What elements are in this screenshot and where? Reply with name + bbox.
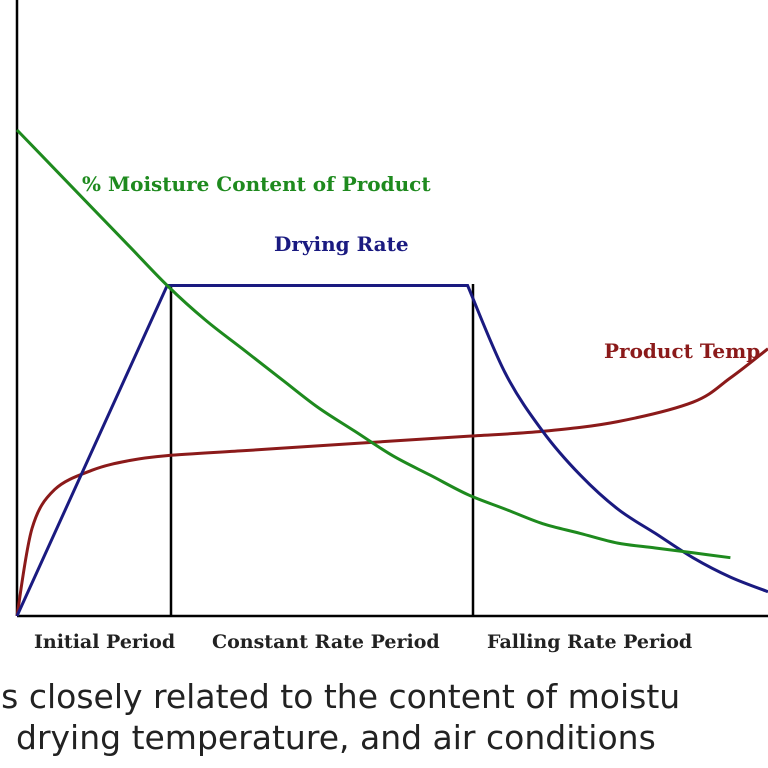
falling-rate-period-label: Falling Rate Period <box>487 631 692 653</box>
initial-period-label: Initial Period <box>34 631 175 653</box>
drying-rate-line <box>15 284 768 617</box>
caption-line-2: drying temperature, and air conditions <box>16 718 656 757</box>
constant-rate-period-label: Constant Rate Period <box>212 631 440 653</box>
caption-line-1: is closely related to the content of moi… <box>0 677 681 716</box>
drying-chart: % Moisture Content of Product Drying Rat… <box>15 0 768 653</box>
moisture-content-line <box>15 128 731 560</box>
product-temp-line <box>15 347 768 617</box>
product-temp-series-label: Product Temp <box>604 339 760 363</box>
drying-rate-series-label: Drying Rate <box>274 232 409 256</box>
moisture-series-label: % Moisture Content of Product <box>82 172 431 196</box>
